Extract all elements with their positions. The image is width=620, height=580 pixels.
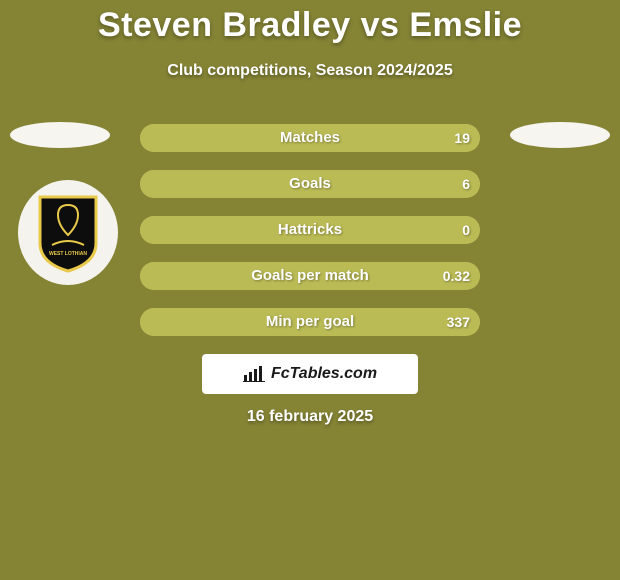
player2-team-logo-placeholder (510, 176, 610, 202)
stat-row-hattricks: Hattricks0 (140, 216, 480, 244)
stat-row-goals-per-match: Goals per match0.32 (140, 262, 480, 290)
stat-value-right: 0.32 (443, 262, 470, 290)
branding-text: FcTables.com (271, 365, 377, 383)
stat-value-right: 6 (462, 170, 470, 198)
stat-label: Goals per match (140, 262, 480, 290)
player2-photo-placeholder (510, 122, 610, 148)
stat-bars: Matches19 Goals6 Hattricks0 Goals per match… (140, 124, 480, 354)
stat-label: Min per goal (140, 308, 480, 336)
player1-photo-placeholder (10, 122, 110, 148)
comparison-infographic: Steven Bradley vs Emslie Club competitio… (0, 0, 620, 580)
page-title: Steven Bradley vs Emslie (0, 6, 620, 45)
bar-chart-icon (243, 366, 265, 382)
title-player1: Steven Bradley (98, 6, 351, 44)
stat-label: Goals (140, 170, 480, 198)
stat-label: Matches (140, 124, 480, 152)
title-vs: vs (361, 6, 410, 44)
date-text: 16 february 2025 (0, 408, 620, 426)
player1-team-crest: WEST LOTHIAN (18, 180, 118, 285)
stat-row-goals: Goals6 (140, 170, 480, 198)
subtitle: Club competitions, Season 2024/2025 (0, 62, 620, 80)
stat-value-right: 337 (447, 308, 470, 336)
stat-row-min-per-goal: Min per goal337 (140, 308, 480, 336)
branding-badge: FcTables.com (202, 354, 418, 394)
stat-value-right: 19 (454, 124, 470, 152)
stat-value-right: 0 (462, 216, 470, 244)
stat-label: Hattricks (140, 216, 480, 244)
svg-text:WEST LOTHIAN: WEST LOTHIAN (49, 251, 87, 257)
title-player2: Emslie (409, 6, 522, 44)
stat-row-matches: Matches19 (140, 124, 480, 152)
shield-icon: WEST LOTHIAN (36, 193, 100, 273)
